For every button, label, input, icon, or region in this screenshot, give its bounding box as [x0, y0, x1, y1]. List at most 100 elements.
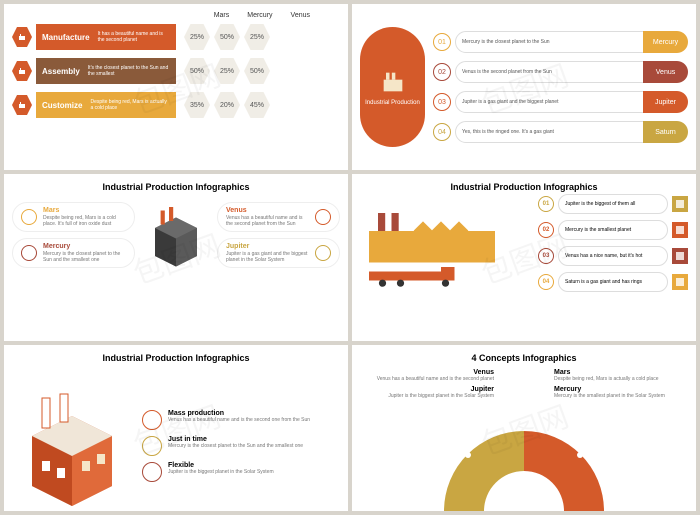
item-desc: Venus has a beautiful name and is the se…: [360, 376, 494, 382]
item-icon: [21, 245, 37, 261]
info-pill: MercuryMercury is the closest planet to …: [12, 238, 135, 268]
factory-icon: [12, 27, 32, 47]
item-desc: Despite being red, Mars is actually a co…: [554, 376, 688, 382]
slide-title: Industrial Production Infographics: [360, 182, 688, 192]
category-bar: AssemblyIt's the closest planet to the S…: [36, 58, 176, 84]
planet-tag: Mercury: [643, 31, 688, 53]
value-hex: 50%: [214, 24, 240, 50]
item-desc: Mercury is the closest planet to the Sun…: [43, 251, 126, 263]
list-item: 02 Venus is the second planet from the S…: [433, 60, 688, 84]
slide-5: 包图网 Industrial Production Infographics M…: [4, 345, 348, 511]
slide-2: 包图网 Industrial Production 01 Mercury is …: [352, 4, 696, 170]
item-title: Mars: [43, 207, 126, 214]
donut-chart: [434, 421, 614, 511]
planet-tag: Jupiter: [643, 91, 688, 113]
factory-cube-icon: [141, 200, 211, 270]
item-icon: [672, 196, 688, 212]
slide-3: 包图网 Industrial Production Infographics M…: [4, 174, 348, 340]
number-badge: 04: [538, 274, 554, 290]
item-title: Mass production: [168, 410, 310, 417]
concept-item: MarsDespite being red, Mars is actually …: [554, 369, 688, 382]
item-title: Jupiter: [360, 386, 494, 393]
desc-pill: Mercury is the smallest planet: [558, 220, 668, 240]
tools-icon: [12, 61, 32, 81]
value-hex: 35%: [184, 92, 210, 118]
list-item: 03 Jupiter is a gas giant and the bigges…: [433, 90, 688, 114]
desc-pill: Jupiter is a gas giant and the biggest p…: [455, 91, 653, 113]
col-header: Mars: [214, 12, 230, 19]
item-icon: [315, 209, 331, 225]
number-badge: 02: [538, 222, 554, 238]
list-item: 03 Venus has a nice name, but it's hot: [538, 246, 688, 266]
number-badge: 02: [433, 63, 451, 81]
desc-pill: Mercury is the closest planet to the Sun: [455, 31, 653, 53]
desc-pill: Jupiter is the biggest of them all: [558, 194, 668, 214]
item-desc: Venus has a beautiful name and is the se…: [226, 215, 309, 227]
item-title: Venus: [360, 369, 494, 376]
number-badge: 04: [433, 123, 451, 141]
item-desc: Jupiter is a gas giant and the biggest p…: [226, 251, 309, 263]
list-item: Just in timeMercury is the closest plane…: [142, 436, 340, 456]
value-hex: 25%: [244, 24, 270, 50]
value-hex: 25%: [184, 24, 210, 50]
info-pill: MarsDespite being red, Mars is a cold pl…: [12, 202, 135, 232]
category-bar: ManufactureIt has a beautiful name and i…: [36, 24, 176, 50]
list-item: 01 Mercury is the closest planet to the …: [433, 30, 688, 54]
badge-title: Industrial Production: [365, 100, 420, 106]
item-icon: [142, 436, 162, 456]
list-item: FlexibleJupiter is the biggest planet in…: [142, 462, 340, 482]
list-item: Mass productionVenus has a beautiful nam…: [142, 410, 340, 430]
desc-pill: Yes, this is the ringed one. It's a gas …: [455, 121, 653, 143]
value-hex: 50%: [184, 58, 210, 84]
info-pill: JupiterJupiter is a gas giant and the bi…: [217, 238, 340, 268]
col-header: Mercury: [247, 12, 272, 19]
building-isometric-icon: [12, 386, 132, 506]
value-hex: 45%: [244, 92, 270, 118]
factory-truck-icon: [360, 204, 540, 294]
value-hex: 25%: [214, 58, 240, 84]
item-desc: Jupiter is the biggest planet in the Sol…: [168, 469, 274, 475]
item-icon: [672, 248, 688, 264]
slide-title: Industrial Production Infographics: [12, 353, 340, 363]
list-item: 01 Jupiter is the biggest of them all: [538, 194, 688, 214]
slide-4: 包图网 Industrial Production Infographics 0…: [352, 174, 696, 340]
item-title: Flexible: [168, 462, 274, 469]
list-item: 04 Saturn is a gas giant and has rings: [538, 272, 688, 292]
number-badge: 03: [538, 248, 554, 264]
factory-icon: [379, 68, 407, 96]
col-header: Venus: [291, 12, 310, 19]
slide-title: 4 Concepts Infographics: [360, 353, 688, 363]
list-item: 04 Yes, this is the ringed one. It's a g…: [433, 120, 688, 144]
item-desc: Mercury is the smallest planet in the So…: [554, 393, 688, 399]
item-title: Mercury: [554, 386, 688, 393]
item-desc: Venus has a beautiful name and is the se…: [168, 417, 310, 423]
industrial-badge: Industrial Production: [360, 27, 425, 147]
item-icon: [142, 410, 162, 430]
item-title: Mars: [554, 369, 688, 376]
gear-icon: [12, 95, 32, 115]
table-row: ManufactureIt has a beautiful name and i…: [12, 23, 340, 51]
slide-title: Industrial Production Infographics: [12, 182, 340, 192]
item-title: Mercury: [43, 243, 126, 250]
number-badge: 01: [433, 33, 451, 51]
concept-item: JupiterJupiter is the biggest planet in …: [360, 386, 494, 399]
item-icon: [672, 274, 688, 290]
slide-6: 包图网 4 Concepts Infographics VenusVenus h…: [352, 345, 696, 511]
planet-tag: Saturn: [643, 121, 688, 143]
table-row: AssemblyIt's the closest planet to the S…: [12, 57, 340, 85]
item-title: Jupiter: [226, 243, 309, 250]
value-hex: 20%: [214, 92, 240, 118]
value-hex: 50%: [244, 58, 270, 84]
item-icon: [315, 245, 331, 261]
item-icon: [21, 209, 37, 225]
item-title: Venus: [226, 207, 309, 214]
desc-pill: Venus is the second planet from the Sun: [455, 61, 653, 83]
list-item: 02 Mercury is the smallest planet: [538, 220, 688, 240]
info-pill: VenusVenus has a beautiful name and is t…: [217, 202, 340, 232]
item-desc: Mercury is the closest planet to the Sun…: [168, 443, 303, 449]
category-bar: CustomizeDespite being red, Mars is actu…: [36, 92, 176, 118]
number-badge: 01: [538, 196, 554, 212]
item-title: Just in time: [168, 436, 303, 443]
table-row: CustomizeDespite being red, Mars is actu…: [12, 91, 340, 119]
desc-pill: Saturn is a gas giant and has rings: [558, 272, 668, 292]
